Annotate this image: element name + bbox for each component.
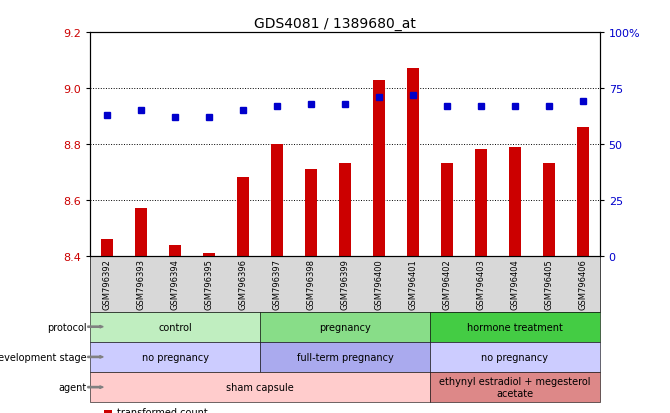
Text: pregnancy: pregnancy [319,322,371,332]
Bar [441,164,453,256]
Bar [170,245,182,256]
Text: development stage: development stage [0,352,87,362]
Text: GDS4081 / 1389680_at: GDS4081 / 1389680_at [254,17,416,31]
Bar [543,164,555,256]
Text: agent: agent [59,382,87,392]
Text: no pregnancy: no pregnancy [142,352,209,362]
Text: sham capsule: sham capsule [226,382,294,392]
Bar [577,128,589,256]
Bar [305,170,317,256]
Text: protocol: protocol [48,322,87,332]
Text: control: control [158,322,192,332]
Bar [271,145,283,256]
Text: transformed count: transformed count [117,407,208,413]
Bar [101,239,113,256]
Bar [373,81,385,256]
Text: hormone treatment: hormone treatment [467,322,563,332]
Text: ethynyl estradiol + megesterol
acetate: ethynyl estradiol + megesterol acetate [439,376,590,398]
Bar [203,253,215,256]
Bar [339,164,351,256]
Text: full-term pregnancy: full-term pregnancy [297,352,393,362]
Bar [475,150,487,256]
Bar [135,209,147,256]
Bar [407,69,419,256]
Text: no pregnancy: no pregnancy [481,352,548,362]
Bar [509,147,521,256]
Bar [237,178,249,256]
